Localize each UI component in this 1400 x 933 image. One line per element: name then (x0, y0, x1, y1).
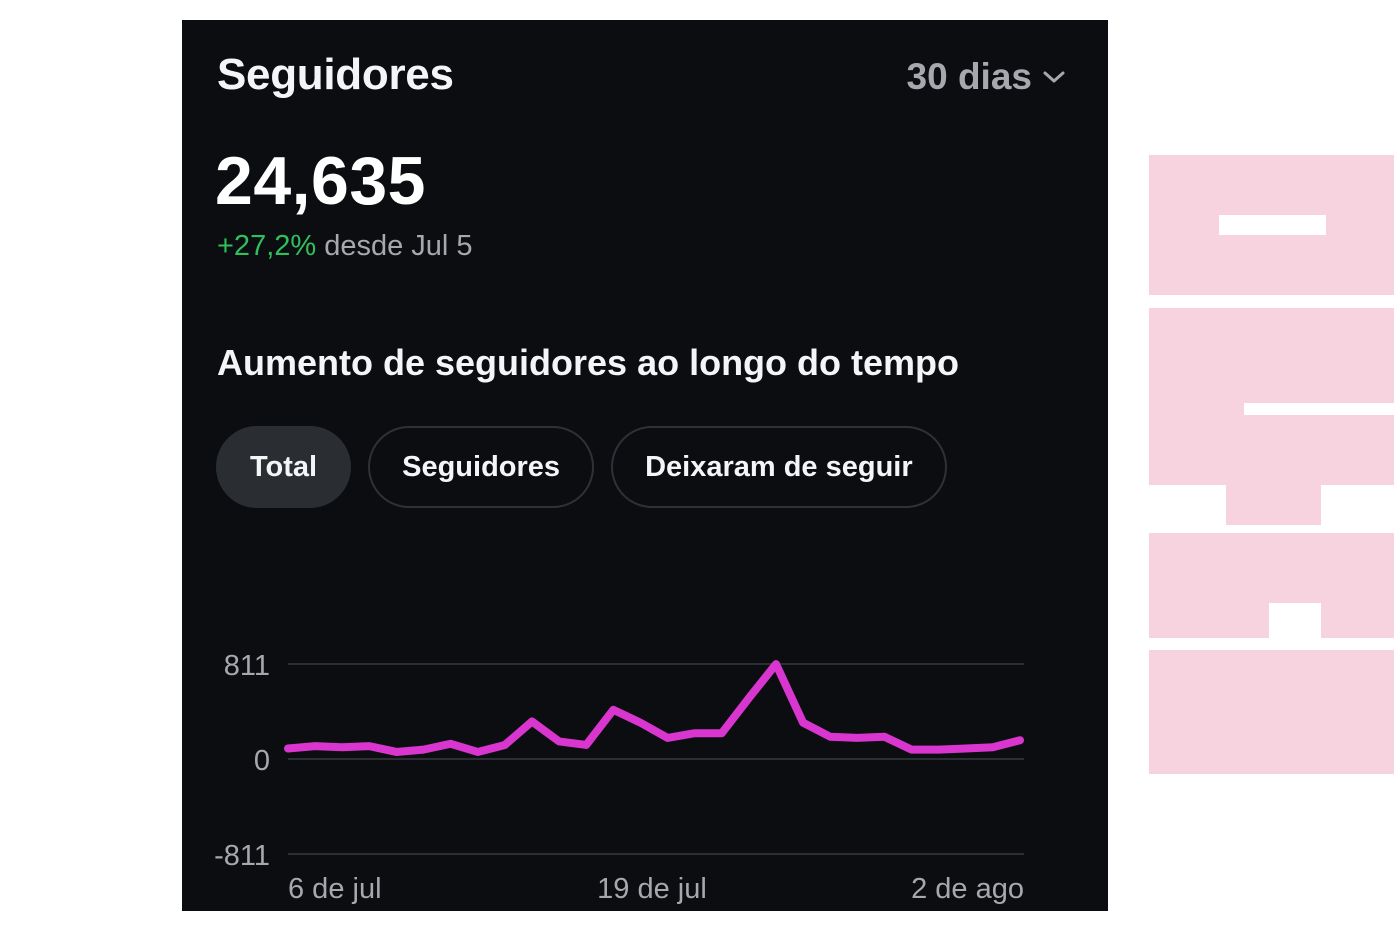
growth-percentage: +27,2% (217, 230, 317, 262)
card-title: Seguidores (217, 50, 454, 99)
letter-r-bowl (1266, 650, 1394, 774)
series-line (284, 660, 1024, 756)
letter-e-arm2 (1321, 533, 1394, 638)
letter-e-arm1 (1149, 533, 1269, 638)
letter-r-leg (1149, 710, 1269, 774)
letter-f-arm (1149, 308, 1244, 418)
x-tick-label: 2 de ago (911, 873, 1024, 905)
letter-t-bar (1226, 415, 1321, 525)
followers-card: Seguidores 30 dias 24,635 +27,2% desde J… (182, 20, 1108, 911)
y-tick-label: 0 (254, 745, 270, 777)
letter-a-bar (1149, 235, 1394, 295)
date-range-dropdown[interactable]: 30 dias (907, 56, 1066, 98)
filter-chips: Total Seguidores Deixaram de seguir (216, 426, 947, 508)
follower-count: 24,635 (215, 143, 426, 219)
date-range-label: 30 dias (906, 56, 1032, 97)
chevron-down-icon (1043, 71, 1065, 83)
y-tick-label: 811 (224, 650, 270, 682)
y-tick-label: -811 (214, 840, 270, 872)
growth-summary: +27,2% desde Jul 5 (217, 230, 473, 263)
x-tick-label: 19 de jul (597, 873, 707, 905)
x-tick-label: 6 de jul (288, 873, 382, 905)
filter-chip-total[interactable]: Total (216, 426, 352, 508)
section-title: Aumento de seguidores ao longo do tempo (217, 342, 960, 383)
watermark-lettering (1149, 155, 1394, 774)
filter-chip-followers[interactable]: Seguidores (368, 426, 595, 508)
growth-since-label: desde Jul 5 (324, 230, 473, 262)
after-watermark (1149, 155, 1394, 774)
filter-chip-unfollows[interactable]: Deixaram de seguir (611, 426, 947, 508)
follower-growth-chart: 811 0 -811 6 de jul 19 de jul 2 de ago (214, 650, 1024, 905)
